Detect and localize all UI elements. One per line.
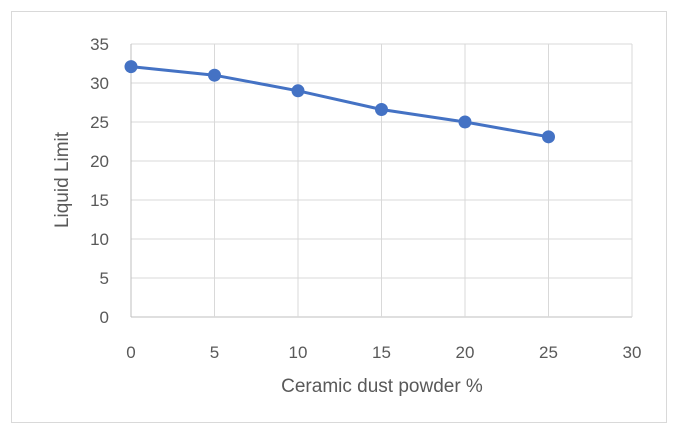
x-tick-label: 15: [372, 343, 391, 362]
data-point: [458, 115, 472, 129]
x-tick-label: 25: [539, 343, 558, 362]
data-point: [375, 103, 388, 117]
y-tick-label: 20: [90, 152, 109, 171]
y-tick-label: 25: [90, 113, 109, 132]
y-tick-label: 0: [100, 308, 109, 327]
gridlines: [130, 43, 633, 318]
x-tick-label: 10: [289, 343, 308, 362]
x-tick-label: 0: [126, 343, 135, 362]
series: [124, 60, 555, 144]
y-tick-label: 15: [90, 191, 109, 210]
tick-labels: 0 5 10 15 20 25 30 35 0 5 10 15 20 25 30: [90, 35, 641, 362]
x-tick-label: 20: [456, 343, 475, 362]
series-line: [129, 65, 550, 139]
data-point: [291, 84, 305, 98]
x-tick-label: 5: [210, 343, 219, 362]
y-tick-label: 30: [90, 74, 109, 93]
y-tick-label: 35: [90, 35, 109, 54]
y-tick-label: 10: [90, 230, 109, 249]
chart-frame: [11, 11, 667, 423]
x-tick-label: 30: [623, 343, 642, 362]
data-point: [542, 130, 555, 144]
y-tick-label: 5: [100, 269, 109, 288]
x-axis-title: Ceramic dust powder %: [281, 376, 483, 397]
data-point: [124, 60, 138, 74]
y-axis-title: Liquid Limit: [52, 131, 73, 228]
data-point: [208, 68, 221, 82]
